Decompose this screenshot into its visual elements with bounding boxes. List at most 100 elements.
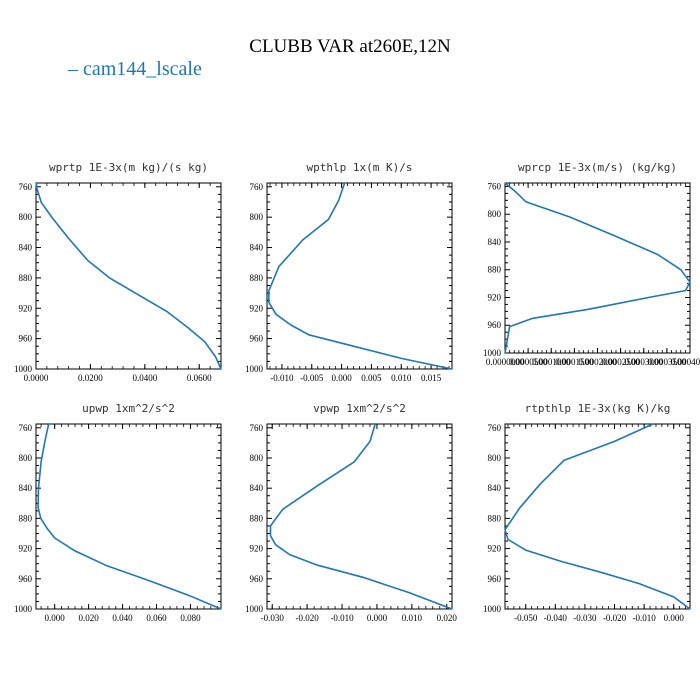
chart-title: wprtp 1E-3x(m kg)/(s kg) bbox=[49, 161, 208, 174]
y-tick-label: 800 bbox=[488, 453, 502, 463]
x-tick-label: -0.030 bbox=[261, 613, 285, 623]
y-tick-label: 800 bbox=[488, 209, 502, 219]
y-tick-label: 880 bbox=[488, 265, 502, 275]
chart-panel: wprtp 1E-3x(m kg)/(s kg) 760 800 840 880 920 9… bbox=[14, 161, 222, 383]
x-tick-label: 0.000 bbox=[331, 373, 352, 383]
plot-frame bbox=[266, 182, 453, 370]
y-tick-label: 840 bbox=[250, 243, 264, 253]
x-tick-label: 0.000 bbox=[367, 613, 388, 623]
y-tick-label: 760 bbox=[488, 423, 502, 433]
y-tick-label: 1000 bbox=[483, 604, 502, 614]
y-tick-label: 800 bbox=[250, 212, 264, 222]
y-tick-label: 840 bbox=[19, 483, 33, 493]
y-tick-label: 760 bbox=[19, 423, 33, 433]
chart-title: rtpthlp 1E-3x(kg K)/kg bbox=[525, 402, 671, 415]
chart-title: wprcp 1E-3x(m/s) (kg/kg) bbox=[518, 161, 677, 174]
x-tick-label: -0.010 bbox=[632, 613, 656, 623]
y-tick-label: 880 bbox=[19, 513, 33, 523]
x-tick-label: 0.0002500 bbox=[602, 357, 641, 367]
legend: – cam144_lscale bbox=[68, 58, 202, 81]
x-tick-label: 0.0200 bbox=[78, 373, 103, 383]
x-tick-label: 0.0001500 bbox=[555, 357, 594, 367]
x-tick-label: 0.0000500 bbox=[509, 357, 548, 367]
plot-frame bbox=[266, 423, 453, 610]
x-tick-label: 0.0003000 bbox=[625, 357, 664, 367]
x-tick-label: 0.040 bbox=[112, 613, 133, 623]
series-line bbox=[35, 182, 222, 370]
x-tick-label: 0.080 bbox=[180, 613, 201, 623]
y-tick-label: 920 bbox=[250, 544, 264, 554]
y-tick-label: 760 bbox=[250, 182, 264, 192]
x-tick-label: 0.020 bbox=[78, 613, 99, 623]
x-tick-label: -0.050 bbox=[514, 613, 538, 623]
y-tick-label: 840 bbox=[488, 237, 502, 247]
legend-label: cam144_lscale bbox=[83, 58, 202, 80]
x-tick-label: 0.015 bbox=[421, 373, 442, 383]
chart-title: upwp 1xm^2/s^2 bbox=[82, 402, 175, 415]
x-tick-label: 0.0002000 bbox=[578, 357, 617, 367]
y-tick-label: 920 bbox=[250, 303, 264, 313]
y-tick-label: 840 bbox=[488, 483, 502, 493]
x-tick-label: 0.010 bbox=[391, 373, 412, 383]
x-tick-label: 0.0400 bbox=[132, 373, 157, 383]
chart-panel: vpwp 1xm^2/s^27608008408809209601000-0.0… bbox=[245, 402, 457, 623]
y-tick-label: 1000 bbox=[483, 348, 502, 358]
x-tick-label: 0.000 bbox=[664, 613, 685, 623]
y-tick-label: 960 bbox=[250, 574, 264, 584]
series-line bbox=[37, 423, 222, 610]
y-tick-label: 1000 bbox=[245, 364, 264, 374]
x-tick-label: 0.0001000 bbox=[532, 357, 571, 367]
y-tick-label: 920 bbox=[19, 303, 33, 313]
legend-swatch: – bbox=[68, 58, 83, 80]
y-tick-label: 920 bbox=[19, 544, 33, 554]
y-tick-label: 920 bbox=[488, 292, 502, 302]
series-line bbox=[269, 423, 453, 610]
y-tick-label: 800 bbox=[250, 453, 264, 463]
y-tick-label: 920 bbox=[488, 544, 502, 554]
y-tick-label: 800 bbox=[19, 212, 33, 222]
x-tick-label: -0.010 bbox=[270, 373, 294, 383]
x-tick-label: -0.020 bbox=[296, 613, 320, 623]
chart-panel: upwp 1xm^2/s^2 760 800 840 880 920 960 1000 0.00… bbox=[14, 402, 222, 623]
y-tick-label: 960 bbox=[19, 574, 33, 584]
figure-title: CLUBB VAR at260E,12N bbox=[249, 36, 451, 57]
plot-frame bbox=[504, 182, 691, 354]
y-tick-label: 1000 bbox=[245, 604, 264, 614]
chart-panel: wpthlp 1x(m K)/s 760 800 840 880 920 960 1000 -0… bbox=[245, 161, 453, 383]
y-tick-label: 880 bbox=[250, 273, 264, 283]
chart-panel: rtpthlp 1E-3x(kg K)/kg 760 800 840 880 920 960… bbox=[483, 402, 691, 623]
x-tick-label: 0.0003500 bbox=[648, 357, 687, 367]
x-tick-label: 0.020 bbox=[437, 613, 458, 623]
chart-title: vpwp 1xm^2/s^2 bbox=[313, 402, 406, 415]
chart-panel: wprcp 1E-3x(m/s) (kg/kg) 760 800 840 880 920 9… bbox=[483, 161, 700, 367]
x-tick-label: 0.060 bbox=[146, 613, 167, 623]
y-tick-label: 1000 bbox=[14, 364, 33, 374]
x-tick-label: 0.0600 bbox=[187, 373, 212, 383]
y-tick-label: 760 bbox=[250, 423, 264, 433]
x-tick-label: 0.010 bbox=[402, 613, 423, 623]
y-tick-label: 1000 bbox=[14, 604, 33, 614]
x-tick-label: -0.010 bbox=[330, 613, 354, 623]
y-tick-label: 840 bbox=[250, 483, 264, 493]
y-tick-label: 960 bbox=[250, 334, 264, 344]
x-tick-label: -0.020 bbox=[603, 613, 627, 623]
x-tick-label: -0.040 bbox=[544, 613, 568, 623]
y-tick-label: 880 bbox=[488, 513, 502, 523]
series-line bbox=[504, 182, 691, 354]
plot-frame bbox=[504, 423, 691, 610]
y-tick-label: 760 bbox=[19, 182, 33, 192]
y-tick-label: 960 bbox=[488, 320, 502, 330]
x-tick-label: 0.0004000 bbox=[671, 357, 700, 367]
y-tick-label: 840 bbox=[19, 243, 33, 253]
chart-title: wpthlp 1x(m K)/s bbox=[307, 161, 413, 174]
y-tick-label: 880 bbox=[19, 273, 33, 283]
plot-frame bbox=[35, 423, 222, 610]
x-tick-label: -0.030 bbox=[573, 613, 597, 623]
x-tick-label: -0.005 bbox=[300, 373, 324, 383]
plot-frame bbox=[35, 182, 222, 370]
series-line bbox=[504, 423, 691, 610]
y-tick-label: 800 bbox=[19, 453, 33, 463]
y-tick-label: 960 bbox=[19, 334, 33, 344]
x-tick-label: 0.005 bbox=[361, 373, 382, 383]
